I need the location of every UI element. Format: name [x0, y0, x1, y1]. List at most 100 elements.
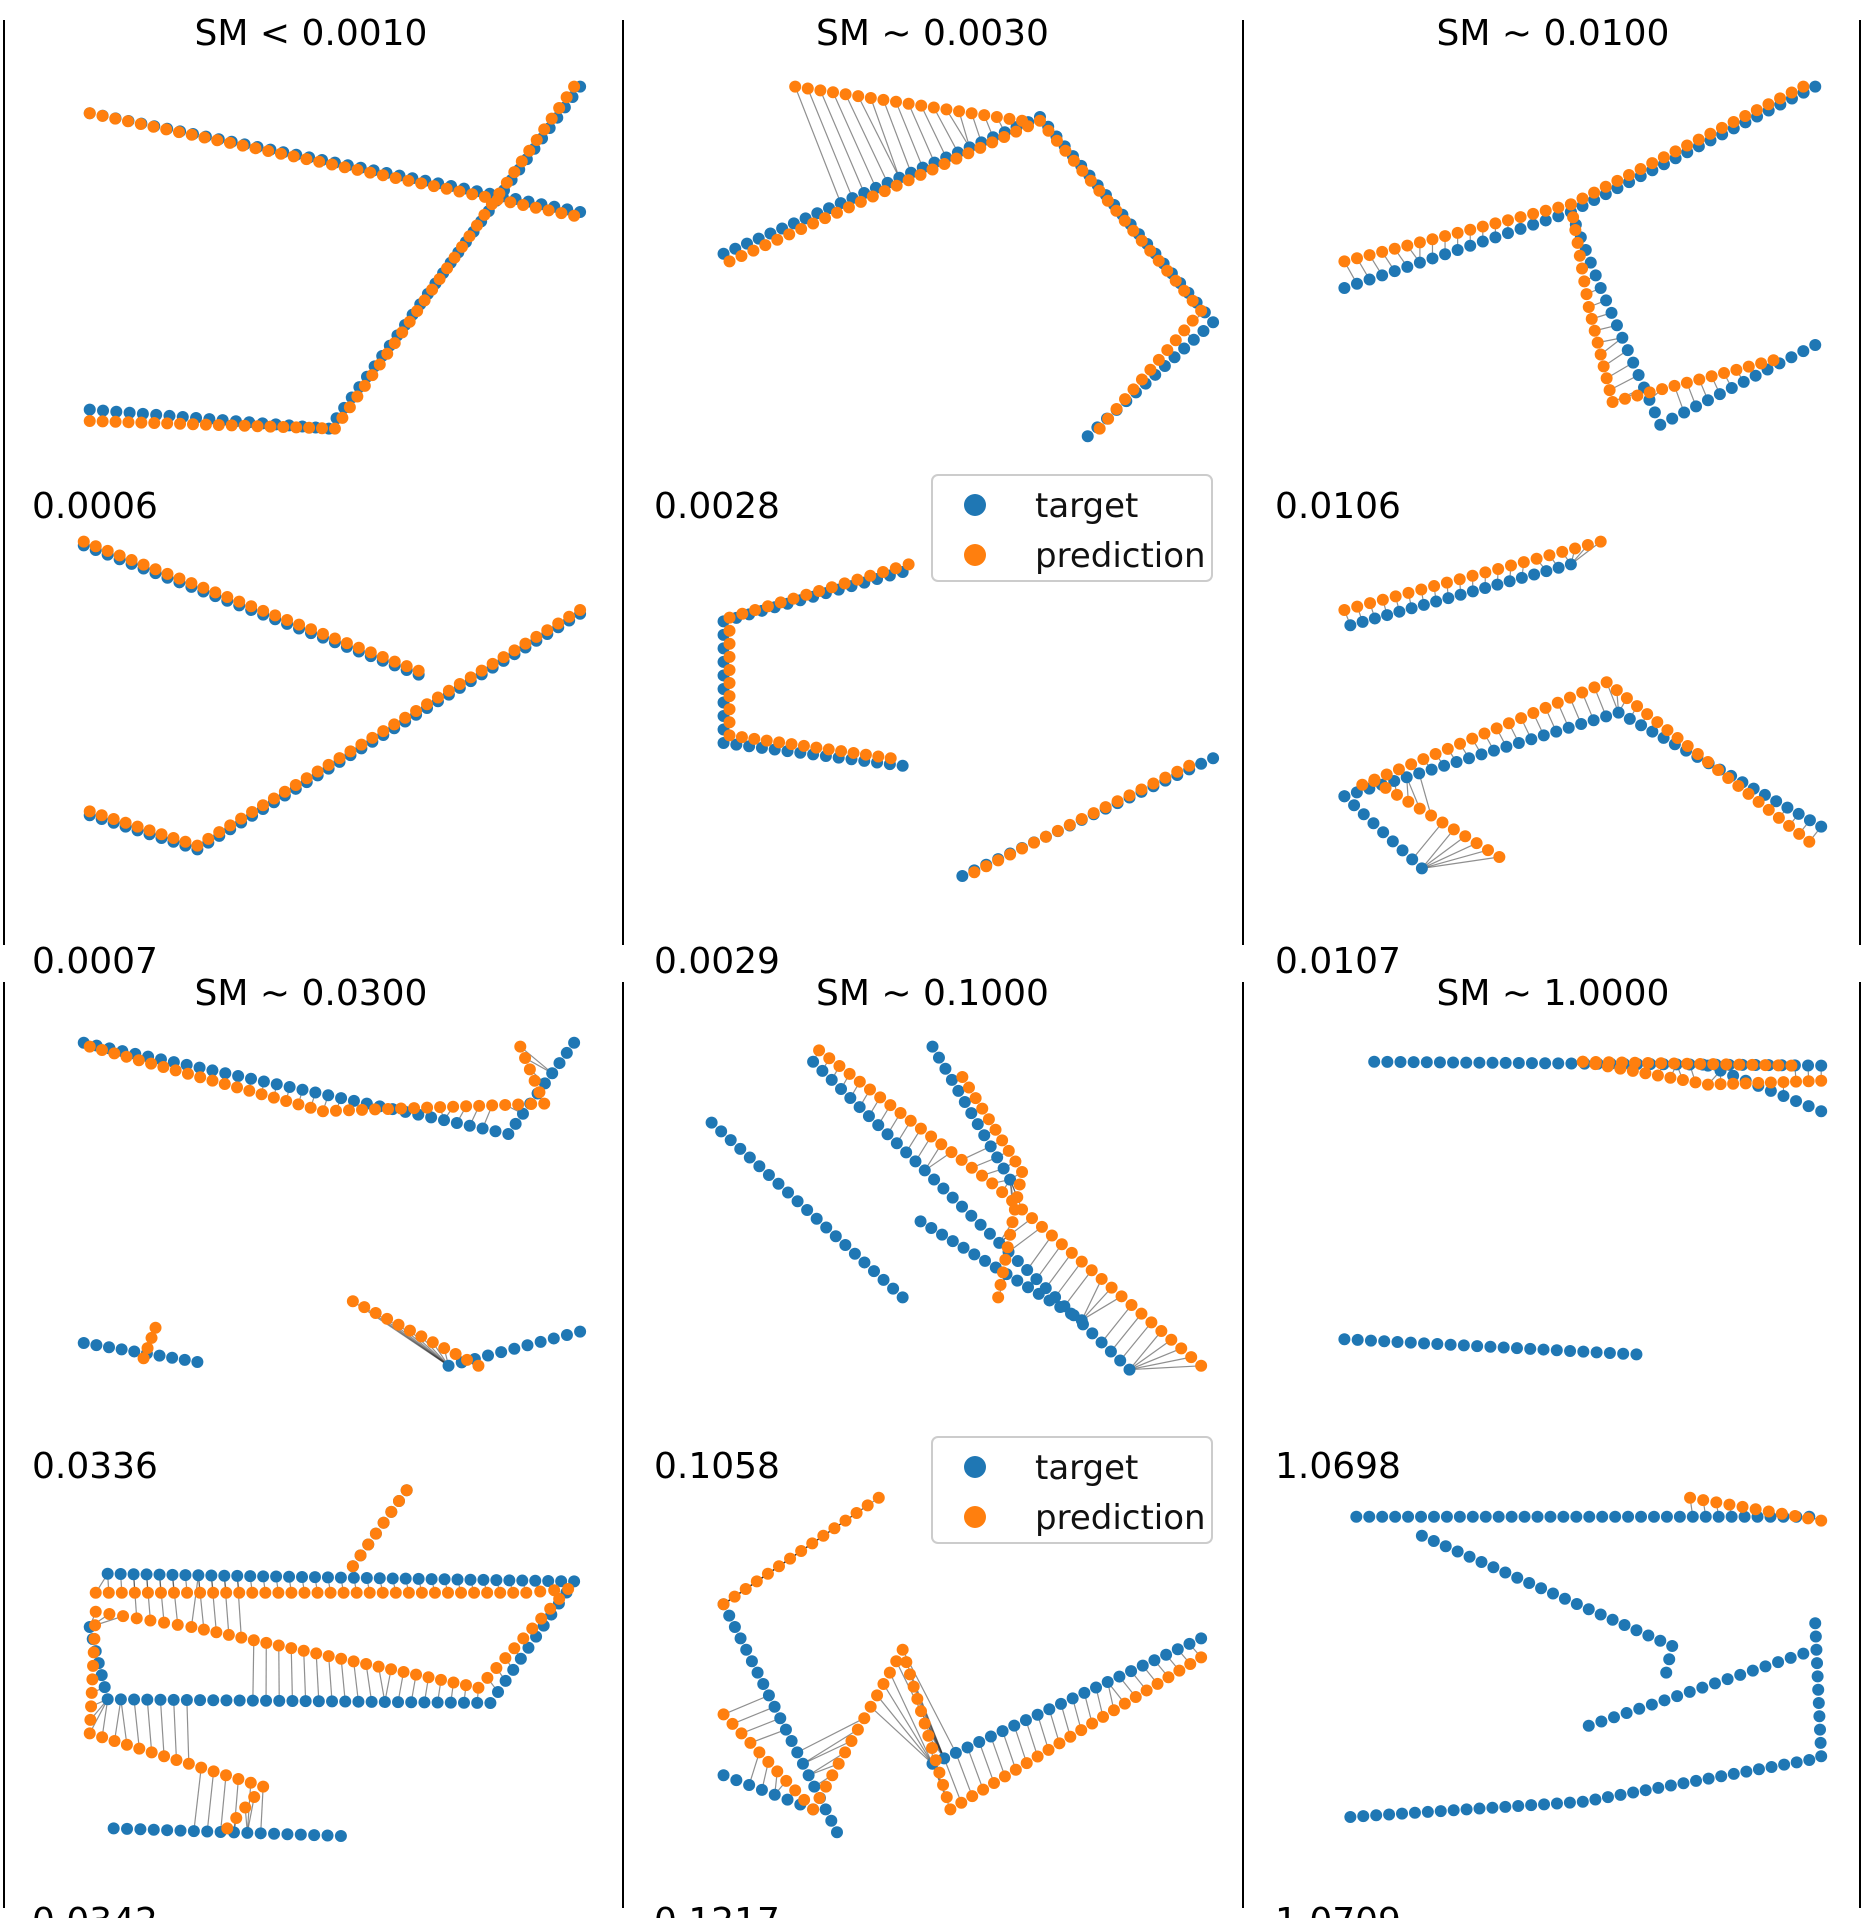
prediction-point — [131, 820, 144, 833]
prediction-point — [262, 145, 275, 157]
prediction-point — [528, 1074, 541, 1087]
prediction-point — [305, 623, 317, 636]
prediction-point — [826, 1769, 839, 1782]
prediction-point — [1571, 236, 1584, 249]
target-point — [1368, 1055, 1381, 1068]
target-point — [1620, 1707, 1633, 1720]
prediction-point — [753, 1746, 766, 1759]
prediction-point — [352, 641, 365, 654]
target-point — [1785, 351, 1798, 364]
prediction-point — [364, 166, 377, 179]
prediction-point — [520, 1586, 533, 1599]
target-point — [418, 1696, 431, 1709]
target-point — [1370, 1809, 1383, 1822]
prediction-point — [197, 581, 210, 594]
prediction-point — [366, 369, 379, 382]
column-title: SM ~ 0.1000 — [816, 973, 1049, 1014]
prediction-point — [1689, 1076, 1702, 1089]
target-point — [802, 1769, 815, 1782]
prediction-point — [481, 1586, 494, 1599]
target-point — [244, 1570, 257, 1583]
prediction-point — [955, 1153, 968, 1166]
target-point — [881, 1128, 894, 1141]
panel-score: 0.0336 — [32, 1446, 158, 1487]
target-point — [1492, 1510, 1505, 1523]
target-point — [166, 1568, 179, 1581]
target-point — [1113, 1670, 1126, 1683]
target-point — [1594, 282, 1607, 294]
target-point — [352, 1695, 365, 1708]
prediction-point — [797, 739, 810, 752]
target-point — [103, 1341, 116, 1354]
prediction-point — [723, 611, 736, 624]
prediction-point — [377, 1516, 390, 1529]
prediction-point — [508, 166, 521, 179]
target-point — [801, 1204, 814, 1216]
prediction-point — [1185, 1351, 1198, 1364]
match-link — [882, 1683, 934, 1765]
prediction-point — [832, 1757, 845, 1770]
prediction-point — [431, 691, 444, 704]
match-link — [146, 1699, 153, 1753]
prediction-point — [382, 1102, 395, 1115]
prediction-point — [1611, 174, 1624, 187]
prediction-point — [199, 418, 212, 431]
prediction-point — [411, 305, 424, 318]
target-point — [1708, 1677, 1721, 1690]
prediction-point — [280, 1095, 293, 1107]
match-link — [1129, 1347, 1182, 1371]
target-point — [1622, 1510, 1635, 1523]
target-point — [1420, 1056, 1433, 1069]
prediction-point — [1785, 1059, 1798, 1072]
match-links — [812, 1050, 1202, 1371]
target-point — [743, 1151, 756, 1164]
prediction-point — [1099, 801, 1112, 814]
target-point — [1558, 1592, 1571, 1605]
match-link — [1035, 1243, 1063, 1280]
target-point — [101, 1567, 114, 1580]
prediction-point — [392, 1318, 405, 1331]
prediction-point — [355, 738, 368, 751]
target-point — [728, 1621, 741, 1633]
target-point — [1612, 706, 1625, 719]
prediction-point — [1626, 1064, 1639, 1077]
target-point — [101, 1693, 114, 1706]
prediction-point — [839, 1746, 852, 1759]
target-point — [1552, 210, 1565, 223]
prediction-point — [838, 577, 851, 590]
target-point — [1701, 394, 1714, 407]
legend-marker — [964, 544, 986, 566]
target-point — [1781, 801, 1794, 814]
prediction-point — [504, 196, 517, 209]
target-point — [1784, 1651, 1797, 1664]
prediction-point — [400, 660, 413, 673]
legend-marker — [964, 1506, 986, 1528]
prediction-point — [1119, 393, 1132, 406]
prediction-point — [1657, 151, 1670, 164]
legend-label: target — [1035, 486, 1138, 526]
prediction-point — [448, 251, 461, 264]
prediction-point — [1639, 1067, 1652, 1080]
prediction-point — [277, 421, 290, 433]
target-point — [1802, 1100, 1815, 1113]
target-point — [1090, 1681, 1103, 1694]
target-point — [1363, 273, 1376, 286]
target-point — [245, 1072, 258, 1085]
prediction-point — [1788, 1510, 1801, 1523]
prediction-point — [736, 607, 749, 620]
prediction-point — [221, 590, 234, 603]
target-point — [937, 1182, 950, 1195]
match-link — [246, 1796, 255, 1833]
match-link — [197, 1575, 205, 1630]
target-point — [877, 1273, 890, 1286]
prediction-point — [1764, 1076, 1777, 1089]
prediction-point — [453, 185, 466, 198]
prediction-point — [1101, 194, 1114, 207]
prediction-point — [83, 1040, 96, 1053]
target-point — [952, 1084, 965, 1097]
prediction-point — [402, 174, 415, 187]
prediction-point — [1011, 1191, 1024, 1204]
prediction-point — [247, 1634, 260, 1647]
prediction-point — [133, 1742, 146, 1755]
prediction-point — [77, 535, 90, 548]
